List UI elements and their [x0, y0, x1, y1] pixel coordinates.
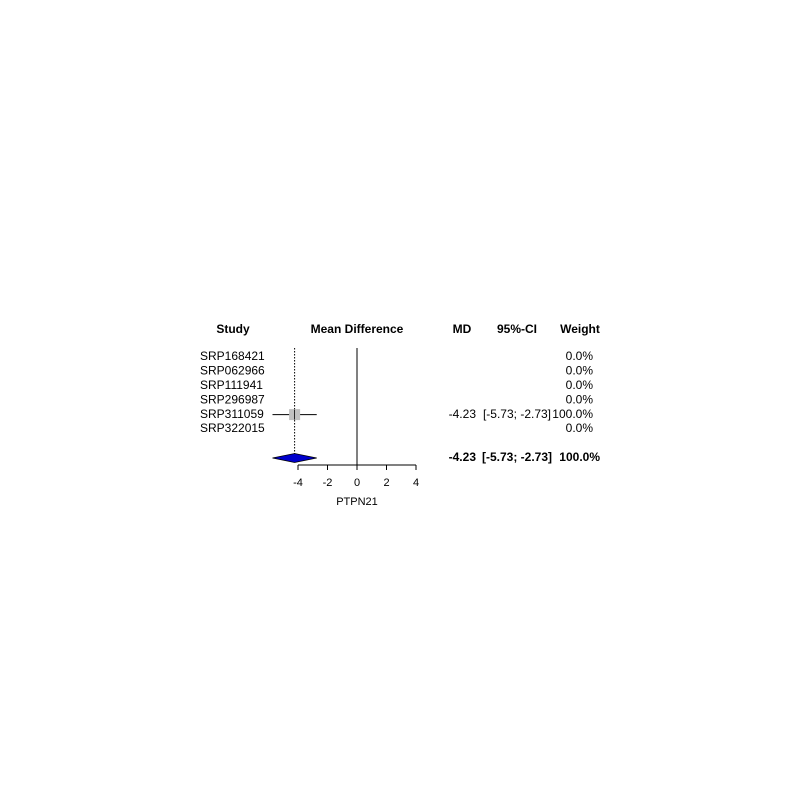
study-name: SRP322015 — [200, 421, 265, 435]
pooled-md-value: -4.23 — [449, 450, 477, 464]
study-name: SRP311059 — [200, 407, 264, 421]
header-effect: Mean Difference — [311, 322, 404, 336]
x-axis-label: PTPN21 — [336, 496, 378, 508]
study-name: SRP111941 — [200, 378, 263, 392]
x-axis-tick-label: 2 — [383, 477, 389, 489]
pooled-weight-value: 100.0% — [559, 450, 600, 464]
study-name: SRP168421 — [200, 349, 265, 363]
header-md: MD — [453, 322, 472, 336]
x-axis-tick-label: 4 — [413, 477, 419, 489]
study-weight-value: 0.0% — [566, 421, 594, 435]
study-name: SRP296987 — [200, 392, 265, 406]
study-ci-value: [-5.73; -2.73] — [483, 407, 551, 421]
header-weight: Weight — [560, 322, 600, 336]
x-axis-tick-label: -2 — [323, 477, 333, 489]
study-weight-value: 0.0% — [566, 349, 594, 363]
x-axis-tick-label: -4 — [293, 477, 303, 489]
x-axis-tick-label: 0 — [354, 477, 360, 489]
study-weight-value: 100.0% — [552, 407, 593, 421]
study-md-value: -4.23 — [449, 407, 477, 421]
pooled-ci-value: [-5.73; -2.73] — [482, 450, 552, 464]
plot-area: SRP168421 0.0% SRP062966 0.0% SRP111941 0.0% S… — [200, 348, 600, 489]
study-weight-value: 0.0% — [566, 364, 594, 378]
study-name: SRP062966 — [200, 364, 265, 378]
study-weight-value: 0.0% — [566, 392, 594, 406]
header-ci: 95%-CI — [497, 322, 537, 336]
header-study: Study — [216, 322, 250, 336]
study-weight-value: 0.0% — [566, 378, 594, 392]
pooled-diamond — [272, 453, 317, 463]
